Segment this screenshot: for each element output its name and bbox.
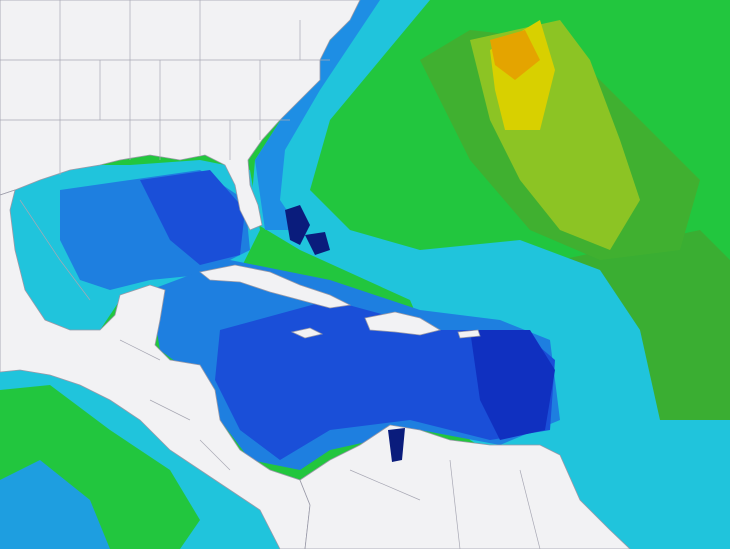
land-usa bbox=[0, 0, 361, 231]
shallow-bank bbox=[305, 232, 330, 255]
land-hispaniola bbox=[364, 311, 442, 336]
wave-zone bbox=[215, 300, 555, 460]
shallow-bank bbox=[285, 205, 310, 245]
wave-zone bbox=[255, 0, 380, 230]
land-central-america bbox=[0, 189, 311, 549]
wave-zone bbox=[470, 330, 555, 440]
wave-zone bbox=[250, 0, 730, 549]
wave-zone bbox=[490, 30, 540, 80]
shallow-bank bbox=[388, 428, 405, 462]
wave-zone bbox=[140, 170, 245, 265]
land-cuba bbox=[199, 264, 352, 309]
country-borders bbox=[19, 199, 541, 549]
wave-zone bbox=[0, 460, 110, 549]
land-south-america bbox=[299, 424, 631, 549]
land-jamaica bbox=[290, 327, 324, 339]
state-borders bbox=[0, 0, 330, 175]
land-puerto-rico bbox=[457, 329, 481, 339]
